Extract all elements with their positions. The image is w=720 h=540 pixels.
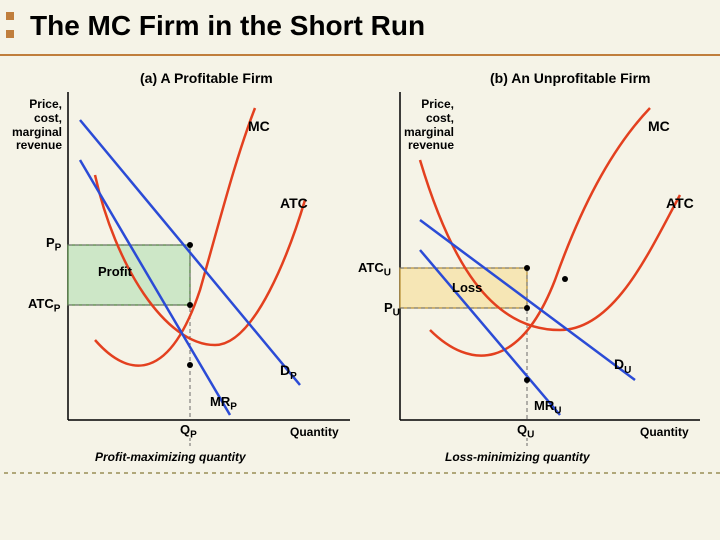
panel-a-x-label: Quantity: [290, 425, 339, 439]
panel-a-q-label: QP: [180, 422, 197, 441]
panel-a-dot-pp: [187, 242, 193, 248]
panel-a-atc-label: ATC: [280, 195, 308, 211]
panel-a-dot-atcp: [187, 302, 193, 308]
panel-b-q-label: QU: [517, 422, 534, 441]
footer-band: [0, 472, 720, 540]
panel-a-mr-label: MRP: [210, 394, 237, 413]
panel-b-mr-label: MRU: [534, 398, 561, 417]
slide: The MC Firm in the Short Run (a) A Profi…: [0, 0, 720, 540]
panel-b-d-label: DU: [614, 356, 631, 376]
panel-b-dot-atcu: [524, 265, 530, 271]
panel-b-dot-mr: [524, 377, 530, 383]
panel-b-price-label: PU: [384, 300, 400, 319]
panel-b-loss-label: Loss: [452, 280, 482, 295]
panel-b-mc-label: MC: [648, 118, 670, 134]
panel-a-mc: [95, 108, 255, 366]
panel-b-atc-label: ATC: [666, 195, 694, 211]
panel-b-dot-atcu-on-curve: [562, 276, 568, 282]
panel-a-footnote: Profit-maximizing quantity: [95, 450, 246, 464]
panel-b-x-label: Quantity: [640, 425, 689, 439]
panel-a-price-label: PP: [46, 235, 61, 254]
panel-b-dot-pu: [524, 305, 530, 311]
panel-b-mc: [430, 108, 650, 356]
panel-b-atcu-label: ATCU: [358, 260, 391, 279]
panel-a-profit-label: Profit: [98, 264, 132, 279]
panel-b-footnote: Loss-minimizing quantity: [445, 450, 590, 464]
panel-a-d-label: DP: [280, 362, 297, 382]
panel-a-mc-label: MC: [248, 118, 270, 134]
panel-a-atcp-label: ATCP: [28, 296, 60, 315]
panel-a-dot-mr: [187, 362, 193, 368]
